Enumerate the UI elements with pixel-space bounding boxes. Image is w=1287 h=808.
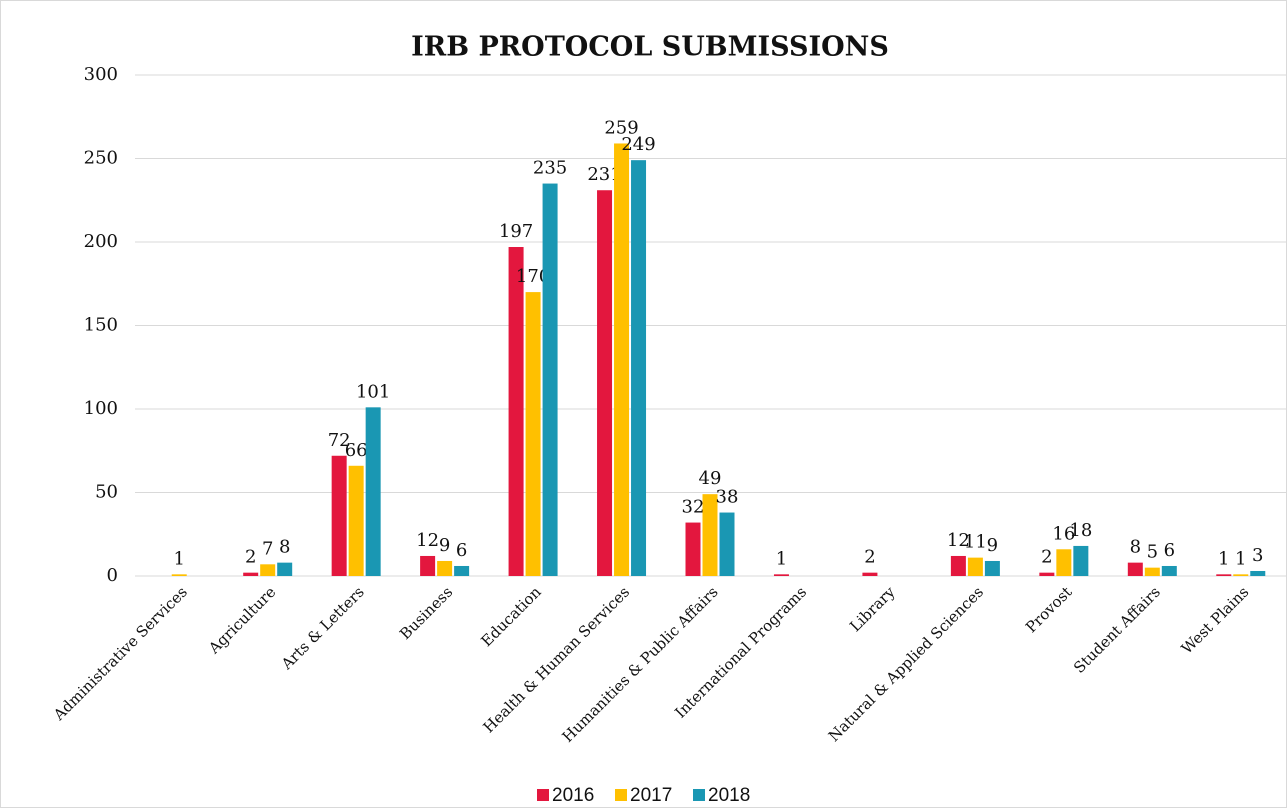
value-label: 235 xyxy=(533,158,567,179)
legend-label: 2018 xyxy=(708,785,750,806)
y-tick-label: 0 xyxy=(107,565,118,586)
y-tick-label: 200 xyxy=(84,231,118,252)
bar xyxy=(277,562,293,576)
value-label: 6 xyxy=(456,540,467,561)
bar xyxy=(1233,574,1249,576)
value-label: 3 xyxy=(1252,545,1263,566)
bar xyxy=(685,522,701,576)
value-label: 18 xyxy=(1069,520,1092,541)
bar xyxy=(614,143,630,576)
value-label: 16 xyxy=(1052,523,1075,544)
bar xyxy=(1039,572,1055,576)
bar xyxy=(631,160,647,577)
value-label: 101 xyxy=(356,381,390,402)
value-label: 8 xyxy=(279,537,290,558)
value-label: 1 xyxy=(1235,548,1246,569)
bar xyxy=(243,572,259,576)
value-label: 249 xyxy=(621,134,655,155)
value-label: 32 xyxy=(682,497,705,518)
value-label: 66 xyxy=(345,440,368,461)
y-tick-label: 100 xyxy=(84,398,118,419)
bar xyxy=(702,494,718,576)
value-label: 1 xyxy=(776,548,787,569)
bar xyxy=(719,512,735,576)
bar xyxy=(950,555,966,576)
value-label: 12 xyxy=(947,530,970,551)
bar xyxy=(508,247,524,576)
bar xyxy=(348,465,364,576)
value-label: 11 xyxy=(964,532,987,553)
bar xyxy=(773,574,789,576)
bar xyxy=(1216,574,1232,576)
value-label: 12 xyxy=(416,530,439,551)
y-tick-label: 150 xyxy=(84,315,118,336)
bar xyxy=(984,560,1000,576)
y-tick-label: 300 xyxy=(84,64,118,85)
legend-swatch xyxy=(615,789,627,801)
value-label: 49 xyxy=(699,468,722,489)
value-label: 6 xyxy=(1164,540,1175,561)
y-tick-label: 50 xyxy=(95,482,118,503)
bar xyxy=(1127,562,1143,576)
bar xyxy=(420,555,436,576)
value-label: 2 xyxy=(1041,547,1052,568)
value-label: 2 xyxy=(245,547,256,568)
legend-label: 2016 xyxy=(552,785,594,806)
bar xyxy=(454,565,470,576)
bar xyxy=(1161,565,1177,576)
bar xyxy=(1144,567,1160,576)
bar xyxy=(1056,549,1072,576)
legend-swatch xyxy=(693,789,705,801)
bar xyxy=(1250,570,1266,576)
value-label: 9 xyxy=(439,535,450,556)
bar xyxy=(260,564,276,576)
bar xyxy=(331,455,347,576)
y-tick-label: 250 xyxy=(84,148,118,169)
bar xyxy=(597,190,613,577)
value-label: 197 xyxy=(499,221,533,242)
chart-title: IRB PROTOCOL SUBMISSIONS xyxy=(411,32,889,63)
value-label: 38 xyxy=(716,487,739,508)
value-label: 259 xyxy=(604,117,638,138)
bar xyxy=(525,292,541,576)
bar xyxy=(542,183,558,577)
value-label: 9 xyxy=(987,535,998,556)
legend-swatch xyxy=(537,789,549,801)
value-label: 7 xyxy=(262,538,273,559)
value-label: 1 xyxy=(174,548,185,569)
bar xyxy=(437,560,453,576)
value-label: 5 xyxy=(1147,542,1158,563)
value-label: 8 xyxy=(1130,537,1141,558)
value-label: 170 xyxy=(516,266,550,287)
bar xyxy=(862,572,878,576)
value-label: 1 xyxy=(1218,548,1229,569)
value-label: 2 xyxy=(864,547,875,568)
bar xyxy=(1073,545,1089,576)
value-label: 72 xyxy=(328,430,351,451)
bar xyxy=(967,557,983,576)
bar xyxy=(171,574,187,576)
value-label: 231 xyxy=(587,164,621,185)
legend-label: 2017 xyxy=(630,785,672,806)
bar xyxy=(365,407,381,576)
